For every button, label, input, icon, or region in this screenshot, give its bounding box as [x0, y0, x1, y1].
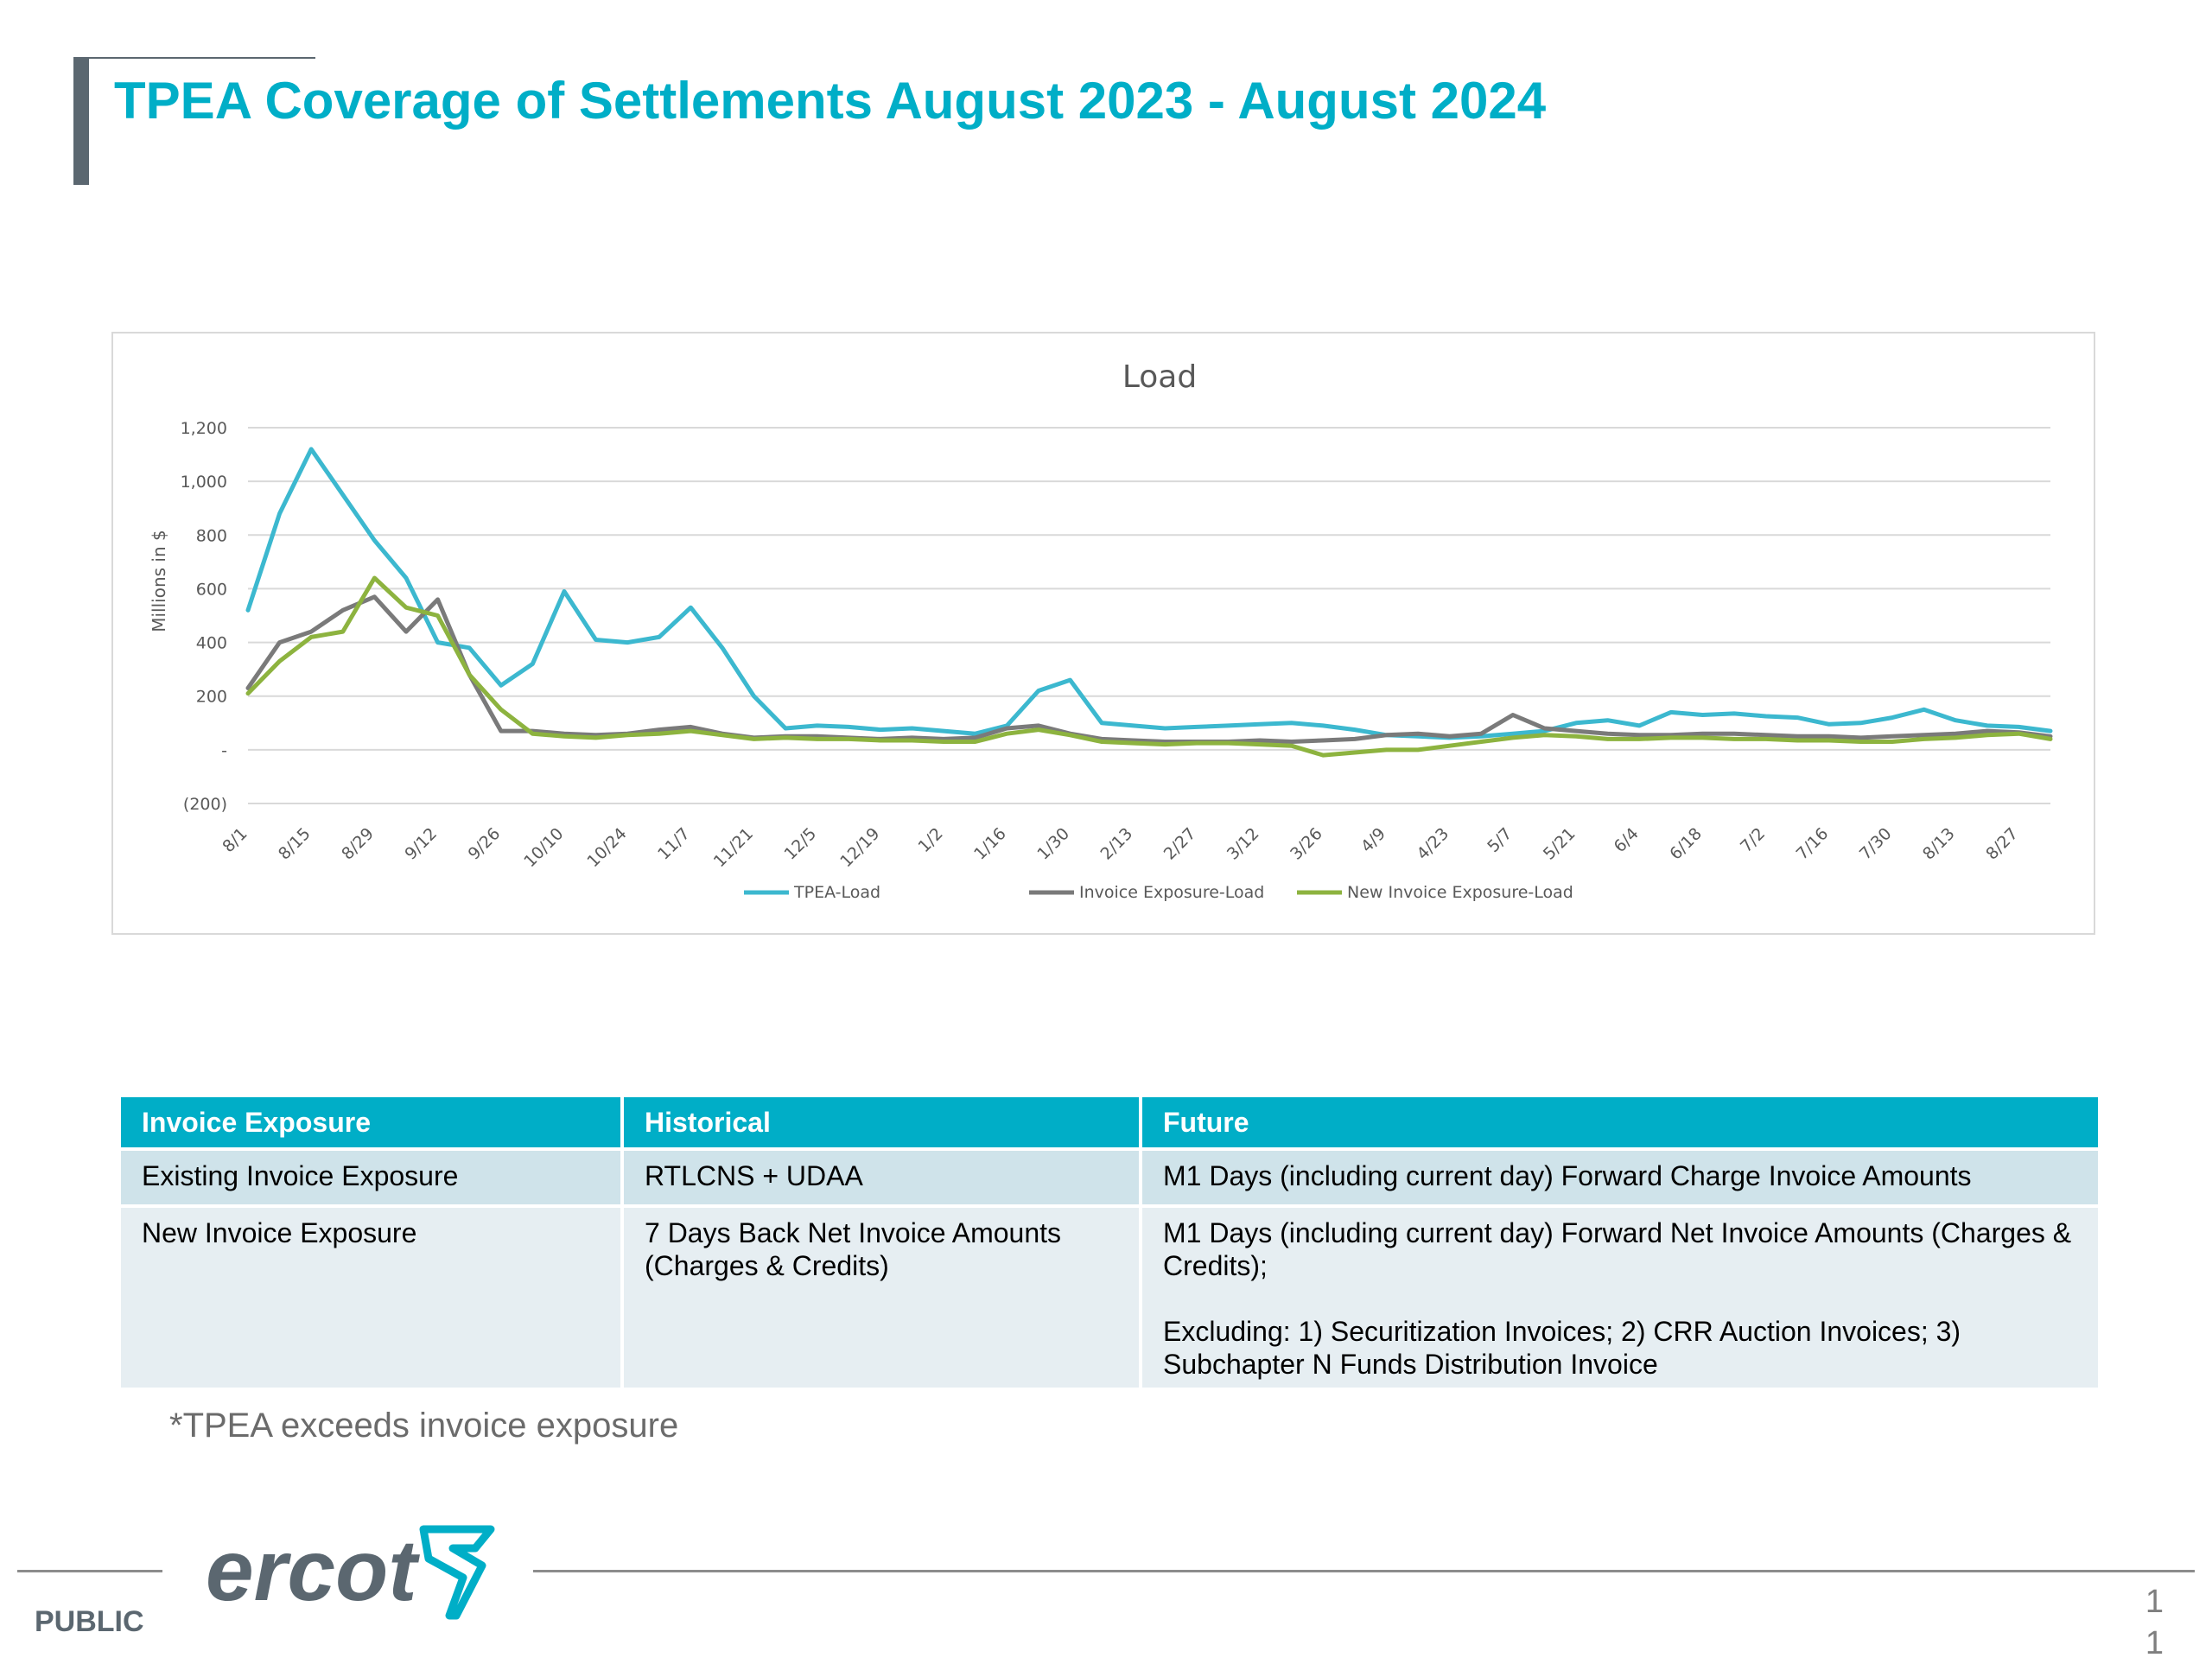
page-number: 1 1 — [2143, 1581, 2164, 1664]
classification-label: PUBLIC — [35, 1605, 144, 1638]
existing-exposure-historical: RTLCNS + UDAA — [622, 1149, 1142, 1208]
x-tick-label: 5/21 — [1540, 824, 1580, 864]
ercot-logo: ercot — [206, 1522, 495, 1620]
x-tick-label: 4/9 — [1357, 824, 1389, 856]
x-tick-label: 10/10 — [520, 824, 567, 871]
new-exposure-exclusions: Excluding: 1) Securitization Invoices; 2… — [1163, 1316, 1961, 1380]
x-tick-label: 9/26 — [465, 824, 505, 864]
x-tick-label: 3/12 — [1224, 824, 1263, 864]
table-header-row: Invoice Exposure Historical Future — [121, 1097, 2101, 1151]
y-tick-label: 1,200 — [181, 419, 227, 438]
invoice-exposure-table: Invoice Exposure Historical Future Exist… — [121, 1097, 2101, 1391]
table-row: Existing Invoice Exposure RTLCNS + UDAA … — [121, 1149, 2101, 1208]
y-tick-label: 400 — [196, 634, 227, 653]
x-tick-label: 9/12 — [401, 824, 441, 864]
legend-label-3: New Invoice Exposure-Load — [1347, 883, 1573, 902]
x-tick-label: 2/13 — [1097, 824, 1137, 864]
header-future: Future — [1141, 1097, 2101, 1151]
series-line-2 — [245, 594, 2053, 744]
header-historical: Historical — [622, 1097, 1142, 1151]
x-tick-label: 3/26 — [1287, 824, 1326, 864]
x-tick-label: 8/15 — [275, 824, 315, 864]
title-accent-rule — [73, 57, 315, 59]
y-axis-label: Millions in $ — [149, 530, 169, 632]
footer-divider-left — [17, 1570, 162, 1572]
load-chart: Load (200) - 200 400 600 800 1,000 1,200 Millions… — [111, 332, 2095, 935]
page-number-line-2: 1 — [2145, 1625, 2164, 1661]
legend-label-1: TPEA-Load — [793, 883, 880, 902]
x-tick-label: 8/13 — [1919, 824, 1959, 864]
footer-divider-right — [533, 1570, 2195, 1572]
x-tick-label: 12/19 — [836, 824, 883, 871]
page-number-line-1: 1 — [2145, 1584, 2164, 1620]
x-tick-label: 1/2 — [914, 824, 946, 856]
x-tick-label: 2/27 — [1160, 824, 1200, 864]
y-tick-label: (200) — [183, 795, 227, 814]
x-tick-label: 12/5 — [781, 824, 821, 864]
x-tick-label: 11/21 — [710, 824, 757, 871]
y-tick-label: 1,000 — [181, 473, 227, 492]
existing-exposure-future: M1 Days (including current day) Forward … — [1141, 1149, 2101, 1208]
x-tick-label: 10/24 — [583, 824, 630, 871]
x-tick-label: 6/18 — [1666, 824, 1706, 864]
legend-label-2: Invoice Exposure-Load — [1079, 883, 1264, 902]
load-chart-svg: Load (200) - 200 400 600 800 1,000 1,200 Millions… — [149, 359, 2053, 902]
y-tick-label: - — [221, 741, 227, 760]
x-tick-label: 8/27 — [1982, 824, 2022, 864]
header-invoice-exposure: Invoice Exposure — [121, 1097, 624, 1151]
x-tick-label: 8/29 — [338, 824, 378, 864]
new-exposure-label: New Invoice Exposure — [121, 1206, 624, 1391]
series-line-1 — [245, 447, 2053, 740]
series-line-3 — [245, 575, 2053, 758]
new-exposure-future-text: M1 Days (including current day) Forward … — [1163, 1217, 2072, 1281]
x-tick-label: 7/30 — [1856, 824, 1896, 864]
x-tick-label: 11/7 — [654, 824, 694, 864]
slide-title: TPEA Coverage of Settlements August 2023… — [114, 72, 1547, 130]
x-tick-label: 1/16 — [970, 824, 1010, 864]
y-tick-label: 200 — [196, 688, 227, 707]
x-tick-label: 6/4 — [1611, 824, 1643, 856]
new-exposure-historical: 7 Days Back Net Invoice Amounts (Charges… — [622, 1206, 1142, 1391]
x-tick-label: 5/7 — [1484, 824, 1516, 856]
chart-title: Load — [1122, 359, 1197, 395]
footnote: *TPEA exceeds invoice exposure — [169, 1407, 679, 1445]
title-accent-bar — [73, 57, 89, 185]
x-tick-label: 8/1 — [219, 824, 251, 856]
table-row: New Invoice Exposure 7 Days Back Net Inv… — [121, 1206, 2101, 1391]
new-exposure-future: M1 Days (including current day) Forward … — [1141, 1206, 2101, 1391]
x-tick-label: 1/30 — [1033, 824, 1073, 864]
bolt-icon — [419, 1525, 495, 1620]
x-tick-label: 7/2 — [1737, 824, 1769, 856]
x-tick-label: 4/23 — [1413, 824, 1452, 864]
x-tick-label: 7/16 — [1793, 824, 1833, 864]
logo-wordmark: ercot — [206, 1522, 420, 1619]
existing-exposure-label: Existing Invoice Exposure — [121, 1149, 624, 1208]
y-tick-label: 600 — [196, 580, 227, 599]
y-tick-label: 800 — [196, 526, 227, 545]
